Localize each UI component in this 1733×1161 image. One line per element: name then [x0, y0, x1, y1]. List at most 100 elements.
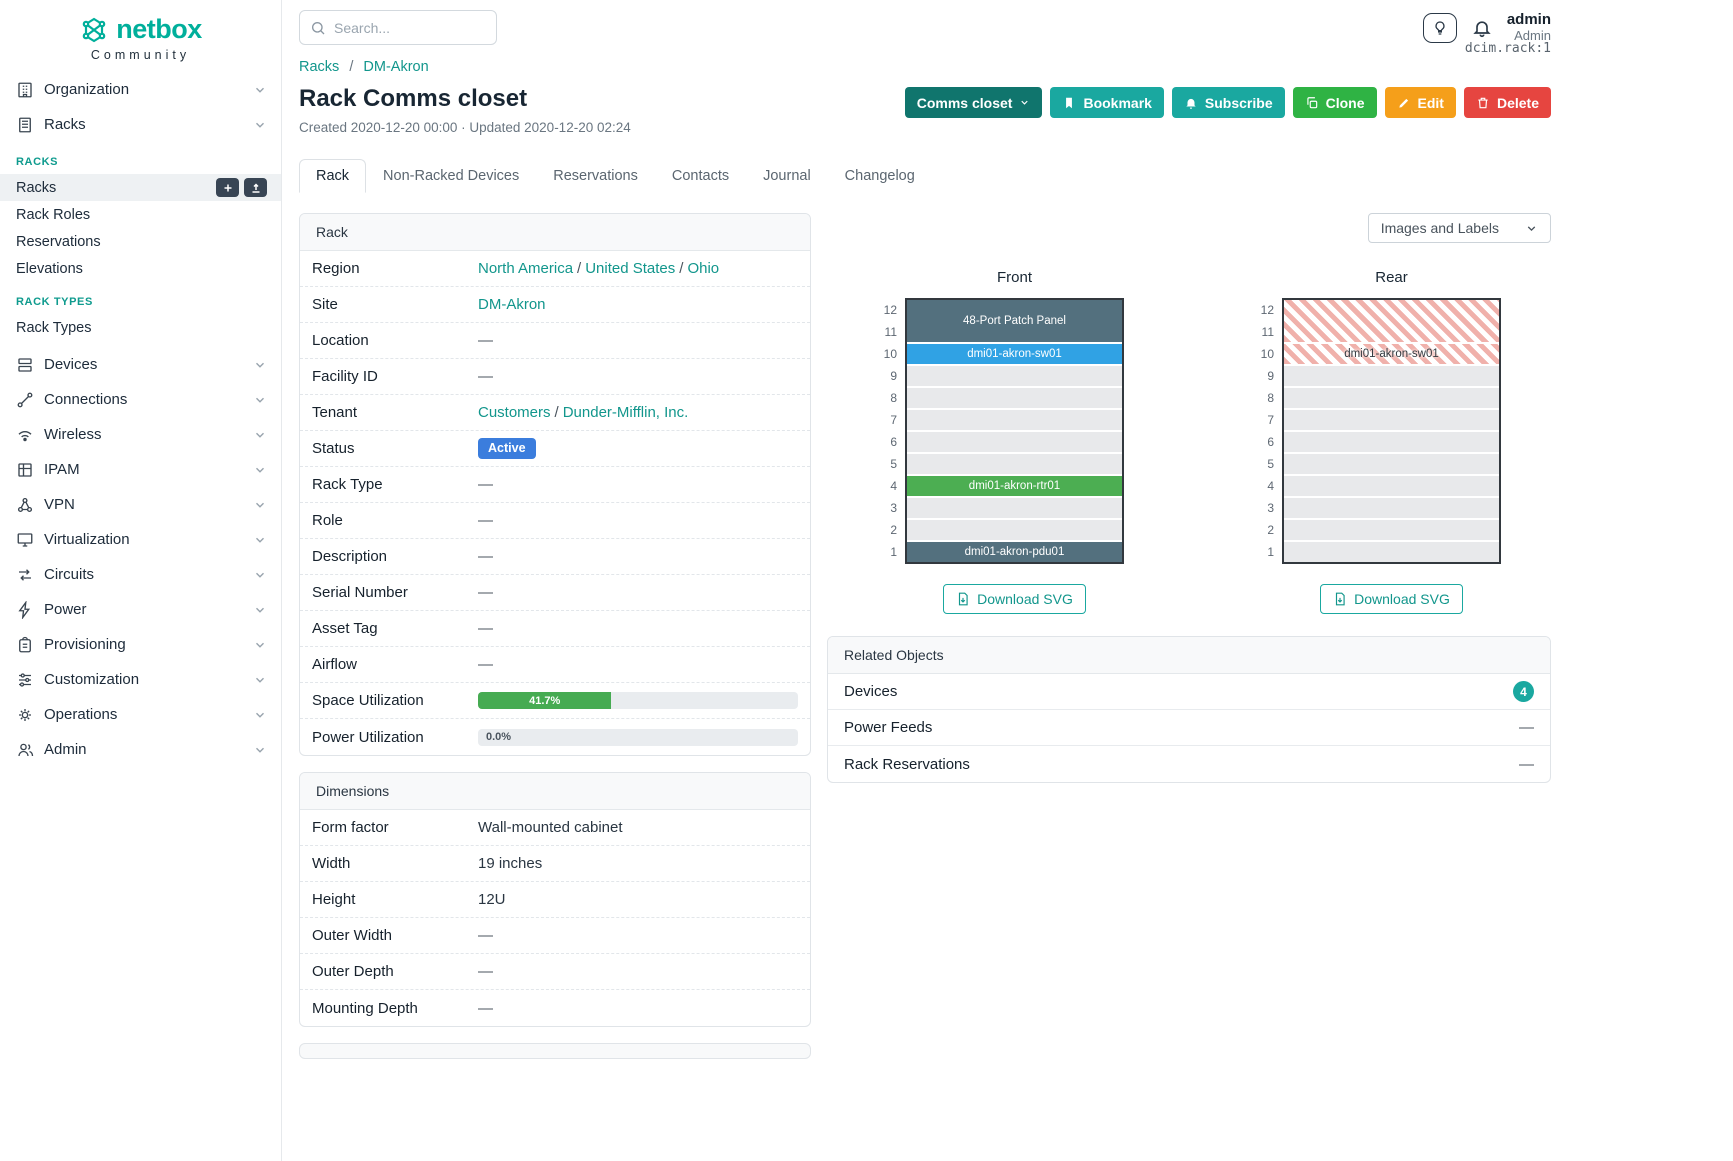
breadcrumb-link-site[interactable]: DM-Akron [363, 59, 429, 75]
front-empty-slot[interactable] [907, 498, 1122, 518]
front-empty-slot[interactable] [907, 432, 1122, 452]
tab-journal[interactable]: Journal [763, 168, 811, 184]
sidebar-item-reservations[interactable]: Reservations [0, 228, 281, 255]
rear-empty-slot[interactable] [1284, 476, 1499, 496]
rack-view-dropdown-button[interactable]: Comms closet [904, 87, 1043, 118]
sidebar-item-provisioning[interactable]: Provisioning [0, 627, 281, 662]
front-unit-numbers: 12 11 10 9 8 7 6 5 4 [877, 298, 897, 564]
gear-icon [16, 706, 34, 724]
tab-bar: Rack Non-Racked Devices Reservations Con… [299, 159, 1551, 193]
unit-number: 12 [883, 303, 897, 317]
related-row-power-feeds[interactable]: Power Feeds — [828, 710, 1550, 746]
front-device-patch-panel[interactable]: 48-Port Patch Panel [907, 300, 1122, 342]
notifications-button[interactable] [1472, 18, 1492, 38]
download-svg-rear-button[interactable]: Download SVG [1320, 584, 1463, 614]
sidebar-item-devices[interactable]: Devices [0, 347, 281, 382]
attr-row-tenant: Tenant Customers / Dunder-Mifflin, Inc. [300, 395, 810, 431]
region-link[interactable]: North America [478, 260, 574, 277]
front-empty-slot[interactable] [907, 520, 1122, 540]
clone-button[interactable]: Clone [1292, 87, 1377, 118]
related-objects-title: Related Objects [828, 637, 1550, 674]
sidebar-item-racks[interactable]: Racks [0, 174, 281, 201]
sidebar-subitem-label: Rack Types [16, 319, 92, 336]
unit-number: 4 [1267, 479, 1274, 493]
sidebar-item-label: Admin [44, 741, 87, 758]
unit-number: 5 [1267, 457, 1274, 471]
sidebar-item-connections[interactable]: Connections [0, 382, 281, 417]
add-rack-button[interactable] [216, 178, 239, 197]
front-empty-slot[interactable] [907, 366, 1122, 386]
sidebar-item-elevations[interactable]: Elevations [0, 255, 281, 282]
sidebar-item-customization[interactable]: Customization [0, 662, 281, 697]
region-link[interactable]: Ohio [687, 260, 720, 277]
sidebar-item-virtualization[interactable]: Virtualization [0, 522, 281, 557]
front-device-pdu01[interactable]: dmi01-akron-pdu01 [907, 542, 1122, 562]
netbox-logo-icon [79, 15, 109, 45]
tab-changelog[interactable]: Changelog [844, 168, 915, 184]
related-objects-panel: Related Objects Devices 4 Power Feeds — … [827, 636, 1551, 783]
unit-number: 8 [890, 391, 897, 405]
front-device-rtr01[interactable]: dmi01-akron-rtr01 [907, 476, 1122, 496]
chevron-down-icon [253, 673, 267, 687]
sidebar-item-rack-roles[interactable]: Rack Roles [0, 201, 281, 228]
breadcrumb-link-racks[interactable]: Racks [299, 59, 340, 75]
chevron-down-icon [253, 568, 267, 582]
site-link[interactable]: DM-Akron [478, 296, 546, 313]
sidebar-item-operations[interactable]: Operations [0, 697, 281, 732]
sidebar-item-vpn[interactable]: VPN [0, 487, 281, 522]
search-box[interactable] [299, 10, 497, 45]
sidebar-item-wireless[interactable]: Wireless [0, 417, 281, 452]
front-empty-slot[interactable] [907, 388, 1122, 408]
attr-row-serial-number: Serial Number — [300, 575, 810, 611]
front-empty-slot[interactable] [907, 454, 1122, 474]
tenant-link[interactable]: Dunder-Mifflin, Inc. [562, 404, 689, 421]
related-row-devices[interactable]: Devices 4 [828, 674, 1550, 710]
sidebar-item-racks-section[interactable]: Racks [0, 107, 281, 142]
chevron-down-icon [253, 393, 267, 407]
attr-row-site: Site DM-Akron [300, 287, 810, 323]
search-input[interactable] [334, 19, 486, 36]
delete-button[interactable]: Delete [1463, 87, 1551, 118]
attr-row-rack-type: Rack Type — [300, 467, 810, 503]
user-menu[interactable]: admin Admin [1507, 11, 1551, 43]
sidebar-item-label: Circuits [44, 566, 95, 583]
rear-empty-slot[interactable] [1284, 388, 1499, 408]
bookmark-button[interactable]: Bookmark [1050, 87, 1164, 118]
rear-empty-slot[interactable] [1284, 542, 1499, 562]
rear-device-patch-panel[interactable] [1284, 300, 1499, 342]
front-empty-slot[interactable] [907, 410, 1122, 430]
tab-non-racked-devices[interactable]: Non-Racked Devices [383, 168, 520, 184]
sidebar-item-circuits[interactable]: Circuits [0, 557, 281, 592]
rear-empty-slot[interactable] [1284, 432, 1499, 452]
import-racks-button[interactable] [244, 178, 267, 197]
rear-device-sw01[interactable]: dmi01-akron-sw01 [1284, 344, 1499, 364]
tab-rack[interactable]: Rack [299, 159, 367, 193]
edit-button[interactable]: Edit [1384, 87, 1456, 118]
brand-name: netbox [116, 14, 202, 44]
theme-toggle-button[interactable] [1422, 12, 1457, 43]
sidebar-item-admin[interactable]: Admin [0, 732, 281, 767]
space-utilization-bar: 41.7% [478, 692, 798, 709]
rear-empty-slot[interactable] [1284, 410, 1499, 430]
subscribe-button[interactable]: Subscribe [1171, 87, 1285, 118]
rear-empty-slot[interactable] [1284, 498, 1499, 518]
related-row-rack-reservations[interactable]: Rack Reservations — [844, 755, 1534, 773]
clipboard-icon [16, 636, 34, 654]
tab-reservations[interactable]: Reservations [553, 168, 638, 184]
rear-empty-slot[interactable] [1284, 520, 1499, 540]
rear-empty-slot[interactable] [1284, 366, 1499, 386]
rack-panel: Rack Region North America / United States /… [299, 213, 811, 756]
sidebar-item-rack-types[interactable]: Rack Types [0, 314, 281, 341]
region-link[interactable]: United States [585, 260, 676, 277]
sidebar-item-power[interactable]: Power [0, 592, 281, 627]
rear-empty-slot[interactable] [1284, 454, 1499, 474]
sidebar-item-label: Operations [44, 706, 118, 723]
tenant-group-link[interactable]: Customers [478, 404, 551, 421]
sidebar-item-organization[interactable]: Organization [0, 72, 281, 107]
sidebar-item-ipam[interactable]: IPAM [0, 452, 281, 487]
tab-contacts[interactable]: Contacts [671, 168, 730, 184]
images-labels-select[interactable]: Images and Labels [1367, 213, 1551, 243]
attr-row-region: Region North America / United States / Ohio [300, 251, 810, 287]
download-svg-front-button[interactable]: Download SVG [943, 584, 1086, 614]
front-device-sw01[interactable]: dmi01-akron-sw01 [907, 344, 1122, 364]
